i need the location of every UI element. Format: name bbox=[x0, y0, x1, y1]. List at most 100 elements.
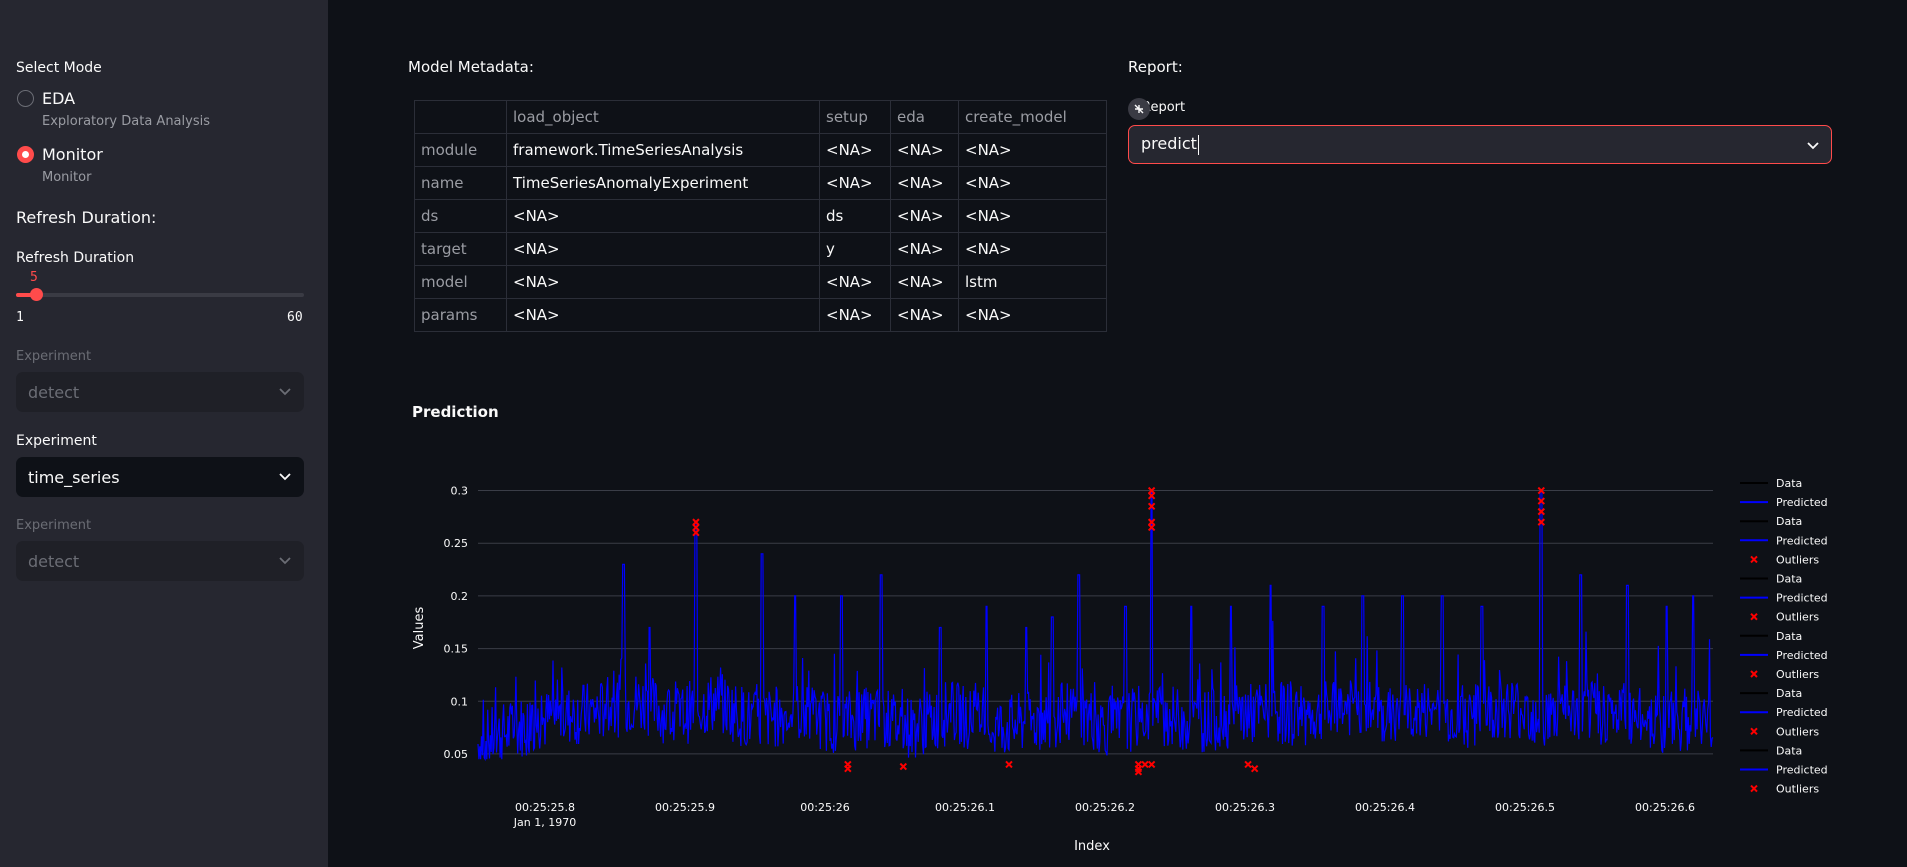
legend-label: Predicted bbox=[1776, 534, 1828, 547]
table-cell: <NA> bbox=[958, 199, 1107, 233]
outlier-marker bbox=[1250, 764, 1259, 773]
mode-title: Select Mode bbox=[16, 60, 102, 76]
report-select-value[interactable]: predict bbox=[1141, 134, 1197, 154]
legend-items: Data Predicted Data Predicted Outliers Data Pr… bbox=[1740, 477, 1828, 796]
collapse-icon[interactable] bbox=[1128, 98, 1150, 120]
legend-label: Predicted bbox=[1776, 706, 1828, 719]
table-cell: <NA> bbox=[506, 232, 820, 266]
table-cell: <NA> bbox=[958, 232, 1107, 266]
outlier-marker bbox=[1537, 518, 1545, 526]
radio-eda[interactable] bbox=[17, 90, 34, 107]
chevron-down-icon[interactable] bbox=[1807, 135, 1819, 154]
metadata-col-header: eda bbox=[890, 100, 959, 134]
outlier-marker bbox=[1537, 486, 1545, 495]
table-cell: <NA> bbox=[890, 265, 959, 299]
legend-label: Outliers bbox=[1776, 611, 1819, 624]
table-cell: <NA> bbox=[506, 265, 820, 299]
table-cell: TimeSeriesAnomalyExperiment bbox=[506, 166, 820, 200]
refresh-heading: Refresh Duration: bbox=[16, 208, 157, 227]
report-select-label: Report bbox=[1142, 100, 1186, 115]
slider-max: 60 bbox=[287, 310, 303, 325]
row-header: module bbox=[414, 133, 507, 167]
legend-label: Predicted bbox=[1776, 649, 1828, 662]
chart-outliers bbox=[692, 486, 1545, 776]
legend-swatch bbox=[1750, 555, 1758, 564]
metadata-col-header: load_object bbox=[506, 100, 820, 134]
table-cell: <NA> bbox=[819, 298, 891, 332]
legend-label: Data bbox=[1776, 573, 1802, 586]
x-tick-label: 00:25:26.1 bbox=[935, 801, 995, 814]
radio-monitor-label[interactable]: Monitor bbox=[42, 145, 103, 164]
table-cell: <NA> bbox=[958, 166, 1107, 200]
experiment-2-value: time_series bbox=[28, 467, 120, 487]
y-tick-label: 0.3 bbox=[451, 485, 469, 498]
experiment-3-select: detect bbox=[16, 541, 304, 581]
x-tick-label: 00:25:26.6 bbox=[1635, 801, 1695, 814]
slider-fill bbox=[16, 293, 36, 297]
chevron-down-icon bbox=[278, 554, 292, 568]
legend-label: Data bbox=[1776, 515, 1802, 528]
legend-swatch bbox=[1750, 727, 1758, 736]
metadata-table: load_object setup eda create_model modul… bbox=[414, 100, 1107, 332]
legend-label: Predicted bbox=[1776, 496, 1828, 509]
experiment-2-select[interactable]: time_series bbox=[16, 457, 304, 497]
table-cell: ds bbox=[819, 199, 891, 233]
x-tick-label: 00:25:26 bbox=[800, 801, 849, 814]
outlier-marker bbox=[1147, 760, 1156, 769]
legend-swatch bbox=[1750, 784, 1758, 793]
prediction-title: Prediction bbox=[412, 403, 499, 421]
slider-thumb[interactable] bbox=[29, 288, 43, 301]
y-tick-label: 0.15 bbox=[444, 643, 469, 656]
legend-label: Outliers bbox=[1776, 783, 1819, 796]
chart-x-ticks: 00:25:25.8 00:25:25.9 00:25:26 00:25:26.1 00… bbox=[515, 801, 1695, 814]
metadata-col-header: create_model bbox=[958, 100, 1107, 134]
chart-y-ticks: 0.05 0.1 0.15 0.2 0.25 0.3 bbox=[444, 485, 469, 761]
report-select[interactable]: predict bbox=[1128, 125, 1832, 164]
experiment-1-select: detect bbox=[16, 372, 304, 412]
y-tick-label: 0.1 bbox=[451, 695, 469, 708]
prediction-chart[interactable]: 0.050.10.150.20.250.3 00:25:25.8 00:25:25… bbox=[408, 460, 1868, 860]
legend-label: Data bbox=[1776, 744, 1802, 757]
table-cell: <NA> bbox=[890, 298, 959, 332]
refresh-label: Refresh Duration bbox=[16, 250, 135, 266]
table-cell: <NA> bbox=[958, 298, 1107, 332]
sidebar: Select Mode EDA Exploratory Data Analysi… bbox=[0, 0, 328, 867]
legend-label: Outliers bbox=[1776, 553, 1819, 566]
legend-label: Predicted bbox=[1776, 592, 1828, 605]
outlier-marker bbox=[1141, 760, 1149, 769]
outlier-marker bbox=[1134, 768, 1143, 776]
outlier-marker bbox=[1147, 523, 1156, 532]
radio-monitor[interactable] bbox=[17, 146, 34, 163]
radio-eda-label[interactable]: EDA bbox=[42, 89, 76, 108]
y-tick-label: 0.2 bbox=[451, 590, 469, 603]
row-header: model bbox=[414, 265, 507, 299]
radio-eda-caption: Exploratory Data Analysis bbox=[42, 114, 210, 129]
legend-swatch bbox=[1750, 670, 1758, 678]
predicted-line bbox=[477, 489, 1714, 762]
outlier-marker bbox=[1537, 507, 1545, 516]
legend-label: Data bbox=[1776, 687, 1802, 700]
table-cell: <NA> bbox=[506, 199, 820, 233]
row-header: name bbox=[414, 166, 507, 200]
table-cell: framework.TimeSeriesAnalysis bbox=[506, 133, 820, 167]
table-cell: <NA> bbox=[819, 133, 891, 167]
x-tick-label: 00:25:26.5 bbox=[1495, 801, 1555, 814]
table-row: model <NA> <NA> <NA> lstm bbox=[414, 265, 1107, 299]
experiment-3-label: Experiment bbox=[16, 518, 92, 533]
table-cell: <NA> bbox=[819, 166, 891, 200]
table-row: target <NA> y <NA> <NA> bbox=[414, 232, 1107, 266]
table-cell: lstm bbox=[958, 265, 1107, 299]
x-tick-label: 00:25:25.8 bbox=[515, 801, 575, 814]
metadata-col-header bbox=[414, 100, 507, 134]
table-cell: <NA> bbox=[958, 133, 1107, 167]
refresh-slider[interactable] bbox=[16, 288, 304, 301]
chart-series bbox=[477, 489, 1714, 762]
table-cell: <NA> bbox=[890, 199, 959, 233]
y-tick-label: 0.25 bbox=[444, 537, 469, 550]
outlier-marker bbox=[1005, 760, 1013, 769]
outlier-marker bbox=[1147, 492, 1156, 500]
row-header: ds bbox=[414, 199, 507, 233]
table-row: module framework.TimeSeriesAnalysis <NA>… bbox=[414, 133, 1107, 167]
legend-label: Data bbox=[1776, 477, 1802, 490]
table-row: params <NA> <NA> <NA> <NA> bbox=[414, 298, 1107, 332]
